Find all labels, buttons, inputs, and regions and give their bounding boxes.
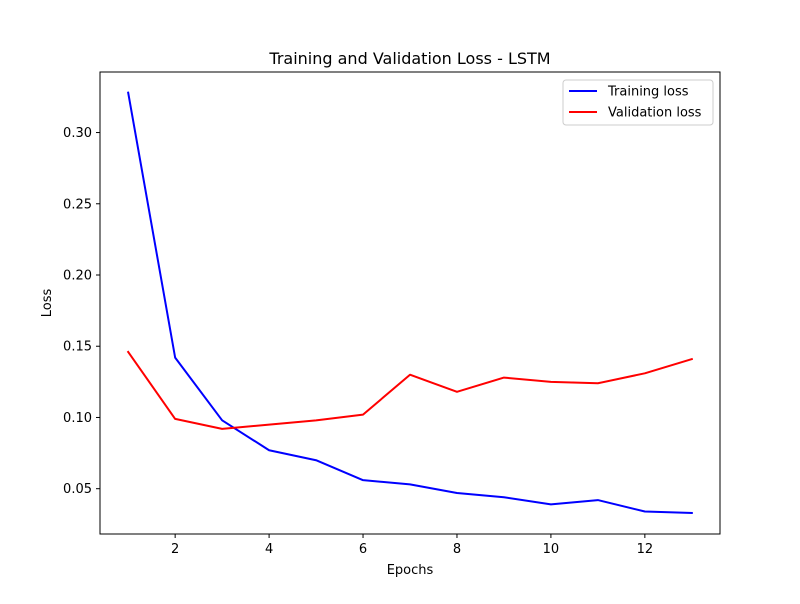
x-tick-label: 8 <box>453 542 461 557</box>
series-layer <box>126 91 694 514</box>
series-line-training-loss <box>127 91 693 514</box>
y-axis-label: Loss <box>40 289 55 318</box>
y-tick-label: 0.25 <box>63 197 92 212</box>
x-tick-label: 6 <box>359 542 367 557</box>
legend-box <box>562 79 714 126</box>
x-tick-label: 2 <box>171 542 179 557</box>
x-tick-label: 4 <box>265 542 273 557</box>
legend: Training loss Validation loss <box>562 79 714 126</box>
legend-label-training-loss: Training loss <box>607 85 689 100</box>
y-tick-label: 0.20 <box>63 269 92 284</box>
chart-title: Training and Validation Loss - LSTM <box>268 49 550 68</box>
x-tick-label: 10 <box>543 542 560 557</box>
x-tick-label: 12 <box>637 542 654 557</box>
x-axis: 2 4 6 8 10 12 <box>171 534 653 557</box>
y-tick-label: 0.05 <box>63 482 92 497</box>
series-line-validation-loss <box>126 350 694 430</box>
y-axis: 0.05 0.10 0.15 0.20 0.25 0.30 <box>63 126 100 497</box>
x-axis-label: Epochs <box>387 563 434 578</box>
y-tick-label: 0.15 <box>63 340 92 355</box>
y-tick-label: 0.10 <box>63 411 92 426</box>
legend-label-validation-loss: Validation loss <box>608 106 702 121</box>
y-tick-label: 0.30 <box>63 126 92 141</box>
plot-area-frame <box>99 71 721 535</box>
